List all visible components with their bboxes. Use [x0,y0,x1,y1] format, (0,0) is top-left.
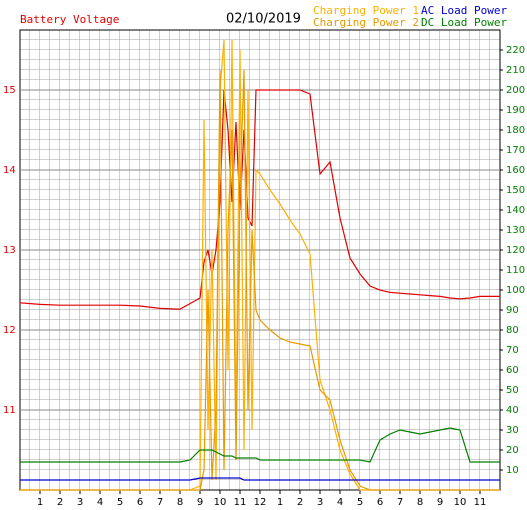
y2-tick-label: 140 [506,205,525,216]
x-tick-label: 10 [454,497,467,508]
x-tick-label: 6 [137,497,143,508]
legend-entry: Charging Power 1 [313,4,419,17]
y2-tick-label: 60 [506,365,519,376]
y2-tick-label: 220 [506,45,525,56]
series-line [20,477,500,481]
x-tick-label: 7 [397,497,403,508]
x-tick-label: 1 [277,497,283,508]
y2-tick-label: 80 [506,325,519,336]
y-tick-label: 11 [3,405,16,416]
x-tick-label: 3 [77,497,83,508]
legend-entry: AC Load Power [421,4,507,17]
x-tick-label: 8 [417,497,423,508]
legend-entry: Charging Power 2 [313,16,419,29]
y2-tick-label: 120 [506,245,525,256]
x-tick-label: 6 [377,497,383,508]
x-tick-label: 10 [214,497,227,508]
y2-tick-label: 100 [506,285,525,296]
legend-entry: DC Load Power [421,16,507,29]
x-tick-label: 4 [97,497,103,508]
y2-tick-label: 50 [506,385,519,396]
series-line [19,89,500,310]
y2-tick-label: 130 [506,225,525,236]
x-tick-label: 2 [57,497,63,508]
y2-tick-label: 30 [506,425,519,436]
x-tick-label: 4 [337,497,343,508]
y2-tick-label: 210 [506,65,525,76]
plot-grid [20,30,500,490]
y2-tick-label: 180 [506,125,525,136]
y-tick-label: 15 [3,85,16,96]
x-tick-label: 3 [317,497,323,508]
x-tick-label: 2 [297,497,303,508]
x-tick-label: 11 [234,497,247,508]
x-tick-label: 5 [357,497,363,508]
y2-tick-label: 160 [506,165,525,176]
y2-tick-label: 10 [506,465,519,476]
y2-tick-label: 150 [506,185,525,196]
y2-tick-label: 20 [506,445,519,456]
x-tick-label: 12 [254,497,267,508]
x-tick-label: 9 [437,497,443,508]
y-tick-label: 12 [3,325,16,336]
x-tick-label: 11 [474,497,487,508]
y2-tick-label: 110 [506,265,525,276]
y2-tick-label: 40 [506,405,519,416]
chart-title: Battery Voltage [20,13,119,26]
series-line [20,427,500,463]
x-tick-label: 5 [117,497,123,508]
date: 02/10/2019 [226,12,301,27]
y2-tick-label: 170 [506,145,525,156]
y-tick-label: 14 [3,165,16,176]
y2-tick-label: 200 [506,85,525,96]
x-tick-label: 1 [37,497,43,508]
y2-tick-label: 70 [506,345,519,356]
y2-tick-label: 190 [506,105,525,116]
y-tick-label: 13 [3,245,16,256]
y2-tick-label: 90 [506,305,519,316]
x-tick-label: 8 [177,497,183,508]
series-line [20,69,500,491]
x-tick-label: 9 [197,497,203,508]
x-tick-label: 7 [157,497,163,508]
